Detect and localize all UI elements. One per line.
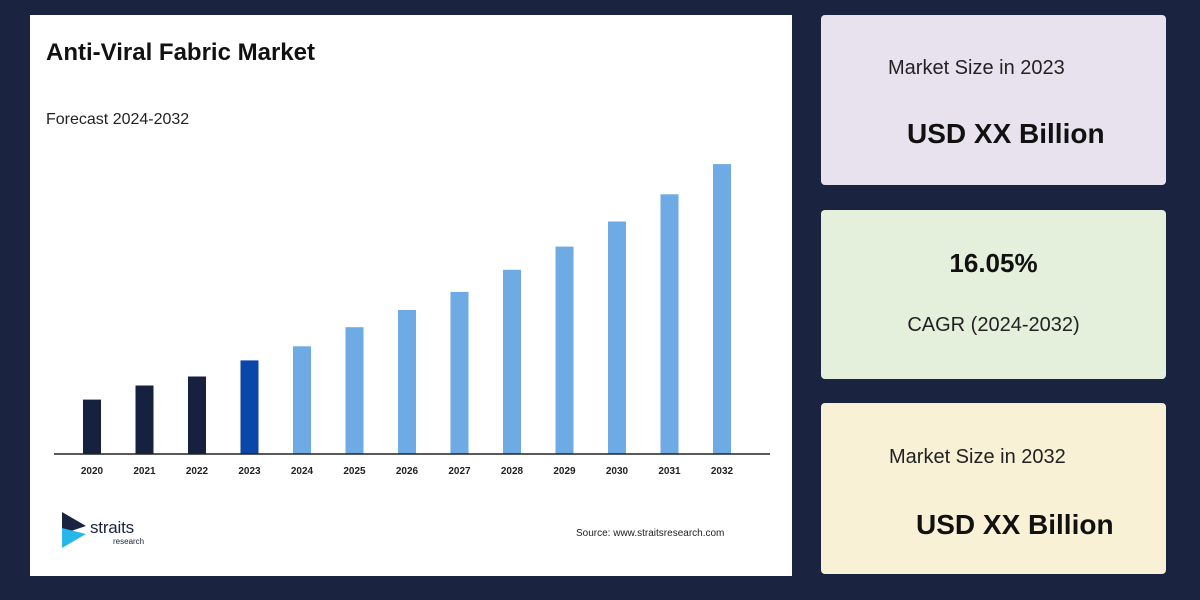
straits-logo: straits research (60, 512, 170, 552)
logo-wordmark: straits (90, 518, 134, 537)
market-size-2023-card: Market Size in 2023 USD XX Billion (821, 15, 1166, 185)
bar-2024 (293, 346, 311, 454)
market-size-2032-card: Market Size in 2032 USD XX Billion (821, 403, 1166, 574)
cagr-value: 16.05% (949, 248, 1038, 278)
tick-label-2021: 2021 (133, 466, 156, 477)
tick-label-2027: 2027 (448, 466, 471, 477)
tick-label-2032: 2032 (711, 466, 734, 477)
tick-label-2020: 2020 (81, 466, 104, 477)
bar-2028 (503, 269, 521, 454)
tick-label-2030: 2030 (606, 466, 629, 477)
bar-2027 (450, 291, 469, 454)
chart-title: Anti-Viral Fabric Market (46, 39, 315, 66)
market-size-2023-value: USD XX Billion (907, 118, 1105, 149)
bar-chart: 2020 2021 2022 2023 2024 2025 2026 2027 2028 2029… (54, 164, 770, 477)
cagr-card: 16.05% CAGR (2024-2032) (821, 210, 1166, 379)
chart-subtitle: Forecast 2024-2032 (46, 111, 190, 128)
bar-2030 (608, 221, 626, 454)
bar-2020 (83, 399, 101, 454)
market-size-2032-label: Market Size in 2032 (889, 446, 1066, 468)
market-size-2032-value: USD XX Billion (916, 509, 1114, 540)
tick-labels-group: 2020 2021 2022 2023 2024 2025 2026 2027 2028 2029… (81, 466, 734, 477)
bar-2032 (713, 164, 731, 454)
bar-2023 (240, 360, 259, 454)
cagr-label: CAGR (2024-2032) (907, 314, 1080, 336)
bar-2021 (135, 385, 154, 454)
bars-group (83, 164, 731, 455)
tick-label-2024: 2024 (291, 466, 314, 477)
bar-2031 (660, 194, 679, 455)
source-note: Source: www.straitsresearch.com (576, 528, 725, 539)
logo-subtext: research (113, 537, 145, 546)
tick-label-2028: 2028 (501, 466, 524, 477)
logo-mark-icon (62, 512, 86, 548)
bar-2026 (398, 310, 416, 454)
tick-label-2022: 2022 (186, 466, 209, 477)
bar-2022 (188, 376, 206, 454)
chart-card: Anti-Viral Fabric Market Forecast 2024-2… (30, 15, 792, 576)
market-size-2023-label: Market Size in 2023 (888, 57, 1065, 79)
tick-label-2025: 2025 (343, 466, 366, 477)
tick-label-2026: 2026 (396, 466, 419, 477)
bar-2029 (555, 246, 574, 454)
tick-label-2023: 2023 (238, 466, 261, 477)
tick-label-2031: 2031 (658, 466, 681, 477)
bar-2025 (345, 327, 364, 454)
tick-label-2029: 2029 (553, 466, 576, 477)
